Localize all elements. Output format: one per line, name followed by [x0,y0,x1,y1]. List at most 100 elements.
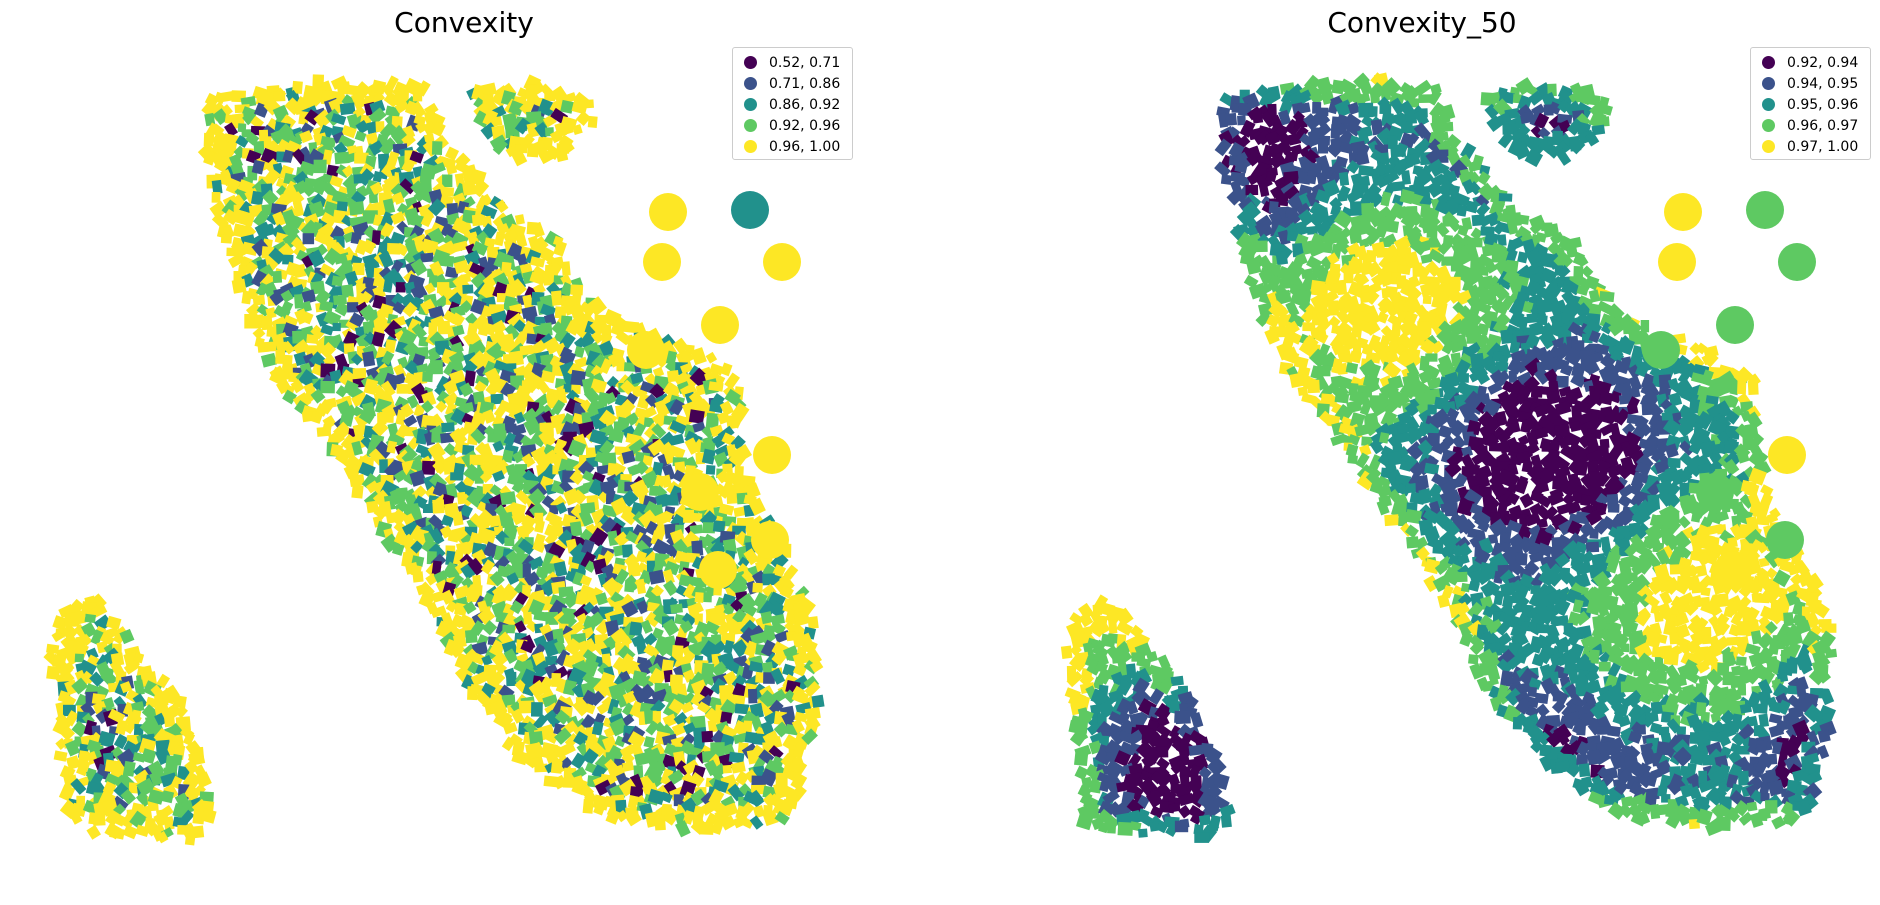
tessellation-cell [319,300,334,312]
tessellation-cell [528,679,548,699]
tessellation-cell [470,298,487,316]
tessellation-cell [81,670,96,685]
tessellation-cell [163,713,176,728]
tessellation-cell [529,81,546,97]
tessellation-cell [630,372,644,385]
tessellation-cell [1295,118,1308,128]
tessellation-cell [410,258,428,277]
tessellation-cell [591,721,604,736]
tessellation-cell [467,661,481,675]
tessellation-cell [689,524,704,535]
tessellation-cell [1407,132,1420,145]
tessellation-cell [281,340,296,355]
tessellation-cell [1327,300,1340,316]
tessellation-cell [1485,261,1498,274]
tessellation-cell [620,489,639,508]
tessellation-cell [1466,293,1483,309]
tessellation-cell [562,591,581,609]
tessellation-cell [1522,238,1536,254]
tessellation-cell [1563,279,1582,296]
tessellation-cell [489,304,504,314]
tessellation-cell [320,135,337,148]
tessellation-cell [299,179,317,197]
tessellation-cell [697,701,711,714]
tessellation-cell [503,431,518,447]
tessellation-cell [422,371,433,383]
tessellation-cell [571,766,587,781]
tessellation-cell [1237,115,1246,126]
tessellation-cell [1358,207,1377,226]
tessellation-cell [1441,197,1462,218]
tessellation-cell [429,527,445,546]
tessellation-cell [415,120,428,134]
tessellation-cell [238,210,256,227]
tessellation-cell [391,127,410,147]
tessellation-cell [1783,612,1794,627]
tessellation-cell [1467,270,1484,286]
tessellation-cell [792,661,808,677]
tessellation-cell [177,765,191,781]
tessellation-cell [282,389,298,405]
tessellation-cell [720,711,733,724]
tessellation-cell [71,677,89,695]
tessellation-cell [390,211,406,225]
tessellation-cell [285,89,302,106]
tessellation-cell [660,791,673,804]
tessellation-cell [350,353,363,366]
tessellation-cell [1556,264,1571,280]
tessellation-cell [350,91,367,110]
tessellation-cell [651,423,667,439]
tessellation-cell [437,320,451,335]
tessellation-cell [452,324,465,337]
tessellation-cell [1553,251,1574,272]
tessellation-cell [235,134,250,148]
tessellation-cell [539,149,557,165]
tessellation-cell [726,488,738,504]
tessellation-cell [391,542,405,556]
legend-label: 0.96, 1.00 [769,138,841,155]
tessellation-cell [1576,255,1589,268]
tessellation-cell [1483,231,1500,247]
tessellation-cell [350,464,362,477]
tessellation-cell [582,649,600,665]
legend-label: 0.71, 0.86 [769,75,841,92]
tessellation-cell [431,162,446,175]
tessellation-cell [544,730,559,744]
tessellation-cell [354,130,367,142]
tessellation-cell [1456,571,1468,583]
tessellation-cell [624,580,635,593]
tessellation-cell [372,170,383,183]
tessellation-cell [211,179,223,195]
tessellation-cell [1607,503,1620,513]
tessellation-cell [1497,131,1514,149]
tessellation-cell [156,831,169,844]
tessellation-cell [590,330,605,344]
tessellation-cell [533,139,549,158]
tessellation-cell [90,629,104,646]
tessellation-cell [1284,118,1302,137]
tessellation-cell [156,673,171,689]
tessellation-cell [470,428,486,445]
tessellation-cell [755,672,765,683]
tessellation-cell [570,369,586,387]
tessellation-cell [461,273,472,283]
tessellation-cell [575,110,591,127]
tessellation-cell [392,191,405,205]
tessellation-cell [589,316,609,336]
tessellation-cell [1279,99,1294,115]
tessellation-cell [610,627,629,645]
tessellation-cell [769,688,787,705]
tessellation-cell [690,817,709,835]
tessellation-cell [705,464,716,475]
tessellation-cell [194,771,212,789]
tessellation-cell [251,269,267,288]
tessellation-cell [1246,259,1262,275]
tessellation-cell [654,815,666,831]
tessellation-cell [514,620,527,634]
tessellation-cell [1226,187,1245,206]
tessellation-cell [615,809,629,823]
tessellation-cell [231,240,249,259]
tessellation-cell [1354,152,1370,166]
tessellation-cell [779,585,794,599]
tessellation-cell [575,591,588,606]
